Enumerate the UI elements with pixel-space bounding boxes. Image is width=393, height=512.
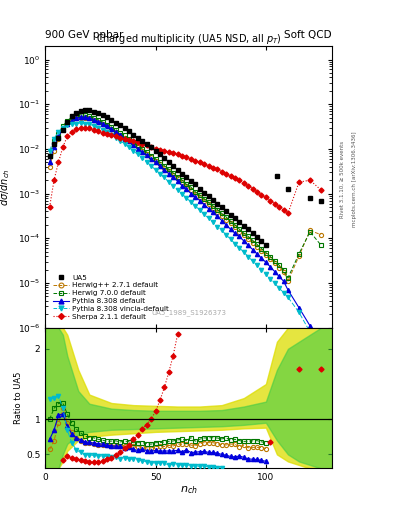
Text: Rivet 3.1.10, ≥ 500k events: Rivet 3.1.10, ≥ 500k events — [340, 141, 345, 218]
Text: Soft QCD: Soft QCD — [285, 30, 332, 40]
X-axis label: $n_{ch}$: $n_{ch}$ — [180, 484, 198, 496]
Y-axis label: Ratio to UA5: Ratio to UA5 — [14, 372, 23, 424]
Title: Charged multiplicity (UA5 NSD, all $p_T$): Charged multiplicity (UA5 NSD, all $p_T$… — [95, 32, 282, 46]
Text: mcplots.cern.ch [arXiv:1306.3436]: mcplots.cern.ch [arXiv:1306.3436] — [352, 132, 357, 227]
Legend: UA5, Herwig++ 2.7.1 default, Herwig 7.0.0 default, Pythia 8.308 default, Pythia : UA5, Herwig++ 2.7.1 default, Herwig 7.0.… — [51, 273, 170, 321]
Text: 900 GeV ppbar: 900 GeV ppbar — [45, 30, 123, 40]
Text: UA5_1989_S1926373: UA5_1989_S1926373 — [151, 310, 226, 316]
Y-axis label: $d\sigma/dn_{ch}$: $d\sigma/dn_{ch}$ — [0, 168, 12, 206]
